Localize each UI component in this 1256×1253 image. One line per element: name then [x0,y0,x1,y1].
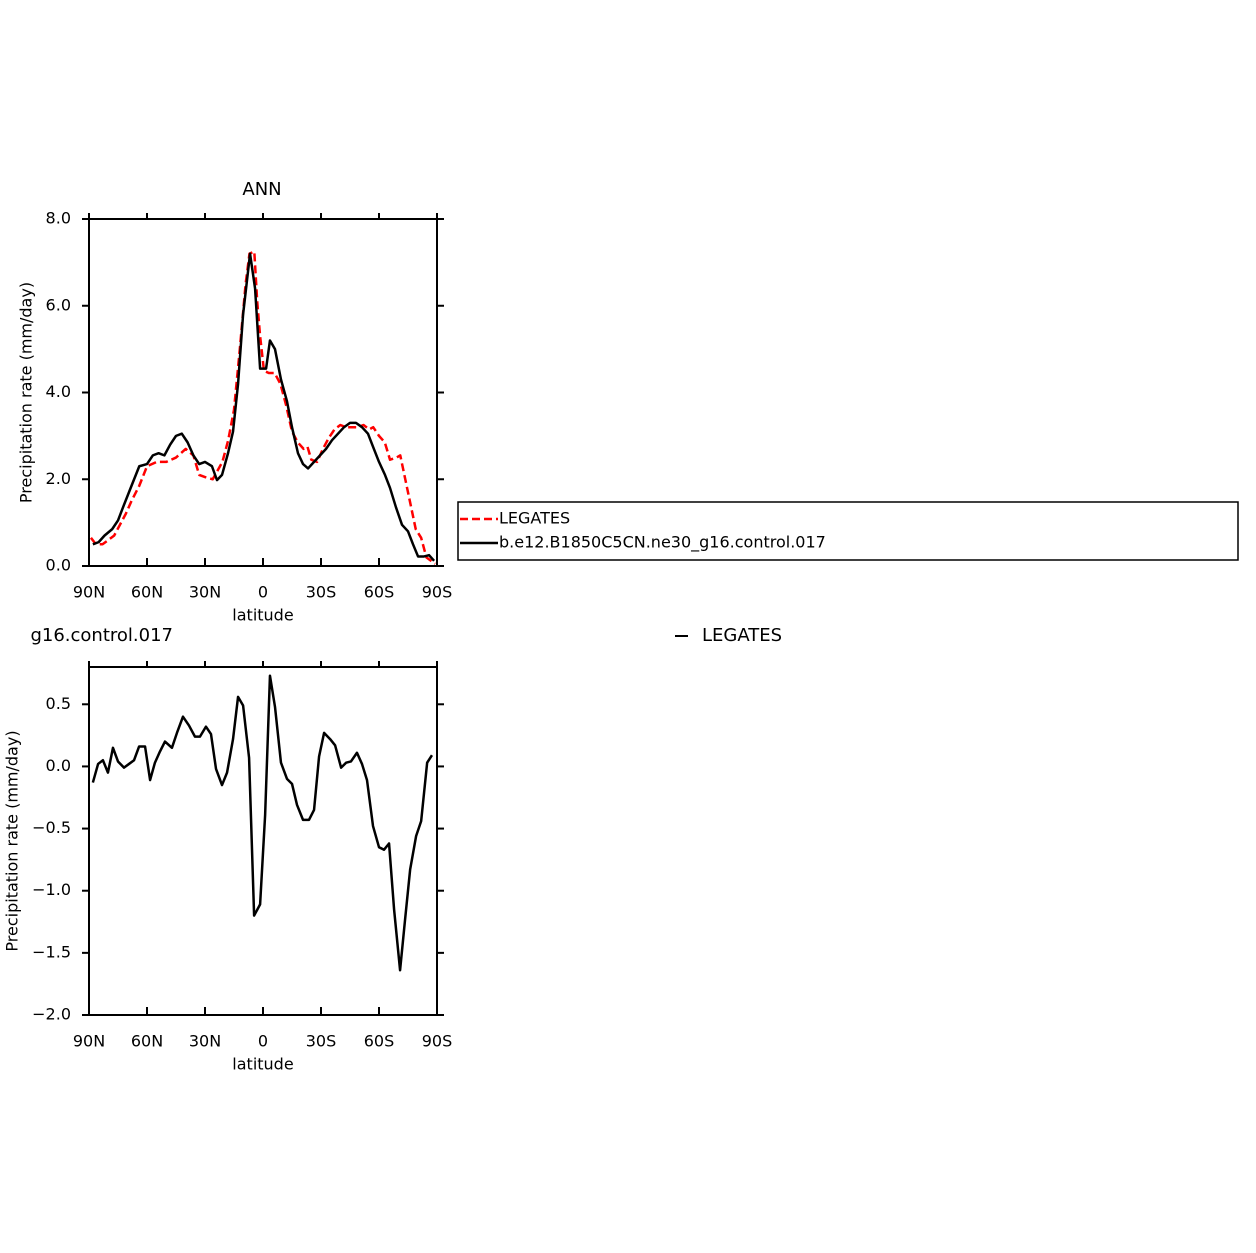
x-tick-label: 30S [306,583,337,602]
x-axis-label: latitude [232,1055,293,1074]
x-tick-label: 30N [189,583,221,602]
legend-label: b.e12.B1850C5CN.ne30_g16.control.017 [499,533,826,553]
y-tick-label: 8.0 [46,209,71,228]
y-axis-label: Precipitation rate (mm/day) [17,282,36,503]
y-tick-label: 0.0 [46,756,71,775]
y-tick-label: −1.5 [32,942,71,961]
x-tick-label: 90N [73,1032,105,1051]
data-line [89,250,436,565]
x-tick-label: 90S [422,583,453,602]
y-tick-label: 4.0 [46,382,71,401]
y-tick-label: 0.0 [46,556,71,575]
x-tick-label: 60S [364,583,395,602]
data-line [92,252,436,562]
chart-title: ANN [242,179,281,200]
x-axis-label: latitude [232,606,293,625]
y-tick-label: −2.0 [32,1005,71,1024]
x-tick-label: 60N [131,583,163,602]
x-tick-label: 60N [131,1032,163,1051]
x-tick-label: 90N [73,583,105,602]
chart-title-right: LEGATES [702,625,782,646]
y-tick-label: −0.5 [32,818,71,837]
x-tick-label: 30N [189,1032,221,1051]
legend-label: LEGATES [499,509,570,528]
x-tick-label: 90S [422,1032,453,1051]
x-tick-label: 0 [258,583,268,602]
x-tick-label: 0 [258,1032,268,1051]
chart-title-left: g16.control.017 [30,625,173,646]
legend-box [457,501,1239,561]
x-tick-label: 60S [364,1032,395,1051]
plot-frame [88,218,438,567]
y-axis-label: Precipitation rate (mm/day) [3,730,22,951]
y-tick-label: −1.0 [32,880,71,899]
y-tick-label: 6.0 [46,295,71,314]
y-tick-label: 0.5 [46,694,71,713]
y-tick-label: 2.0 [46,469,71,488]
data-line [91,674,434,972]
x-tick-label: 30S [306,1032,337,1051]
